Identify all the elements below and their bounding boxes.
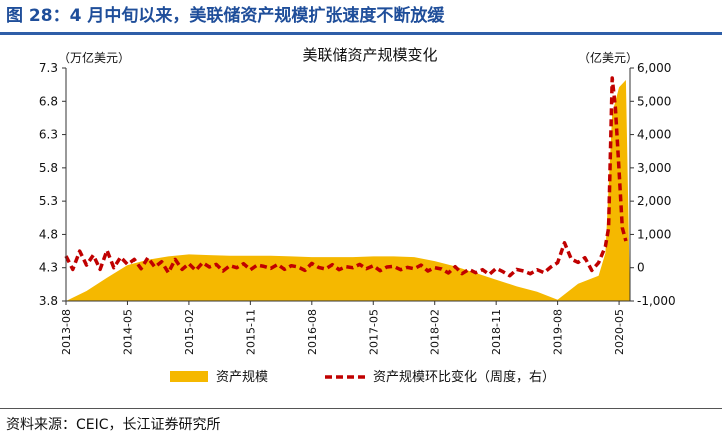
right-tick-label: -1,000 (637, 294, 676, 308)
plot-area: 7.3 6.8 6.3 5.8 5.3 4.8 4.3 3.8 6,000 5,000 4,000 3… (39, 61, 676, 355)
chart-title: 美联储资产规模变化 (302, 46, 437, 64)
right-tick-label: 6,000 (637, 61, 671, 75)
x-tick-label: 2013-08 (60, 309, 73, 355)
legend-label-line: 资产规模环比变化（周度，右） (373, 369, 555, 385)
left-tick-label: 7.3 (39, 61, 58, 75)
right-tick-label: 2,000 (637, 194, 671, 208)
source-note: 资料来源：CEIC，长江证券研究所 (6, 417, 221, 433)
left-axis-unit: （万亿美元） (58, 50, 130, 65)
source-rule (0, 408, 722, 409)
legend-swatch-area (170, 371, 208, 382)
x-tick-label: 2015-11 (244, 309, 257, 355)
x-tick-label: 2015-02 (183, 309, 196, 355)
left-tick-label: 6.3 (39, 128, 58, 142)
right-tick-label: 3,000 (637, 161, 671, 175)
left-tick-label: 6.8 (39, 94, 58, 108)
left-tick-label: 4.8 (39, 227, 58, 241)
x-tick-label: 2018-02 (429, 309, 442, 355)
right-axis-unit: （亿美元） (578, 50, 638, 65)
x-tick-label: 2018-11 (490, 309, 503, 355)
right-tick-label: 0 (637, 261, 645, 275)
x-tick-label: 2019-08 (552, 309, 565, 355)
chart-svg: 美联储资产规模变化 （万亿美元） （亿美元） 7.3 6.8 6.3 5.8 5.3 4.… (39, 46, 676, 385)
x-tick-label: 2017-05 (367, 309, 380, 355)
chart: 美联储资产规模变化 （万亿美元） （亿美元） 7.3 6.8 6.3 5.8 5.3 4.… (0, 38, 722, 408)
series-asset-size-area (66, 80, 630, 301)
legend-label-area: 资产规模 (216, 370, 268, 385)
title-rule (0, 32, 722, 35)
x-tick-label: 2016-08 (306, 309, 319, 355)
right-tick-label: 5,000 (637, 94, 671, 108)
x-tick-label: 2020-05 (613, 309, 626, 355)
left-tick-label: 5.3 (39, 194, 58, 208)
legend: 资产规模 资产规模环比变化（周度，右） (170, 369, 555, 385)
left-tick-label: 4.3 (39, 261, 58, 275)
left-tick-label: 3.8 (39, 294, 58, 308)
series-weekly-change-line (64, 76, 628, 278)
right-tick-label: 4,000 (637, 128, 671, 142)
x-tick-label: 2014-05 (121, 309, 134, 355)
right-tick-label: 1,000 (637, 227, 671, 241)
left-tick-label: 5.8 (39, 161, 58, 175)
figure-title: 图 28：4 月中旬以来，美联储资产规模扩张速度不断放缓 (6, 6, 445, 26)
